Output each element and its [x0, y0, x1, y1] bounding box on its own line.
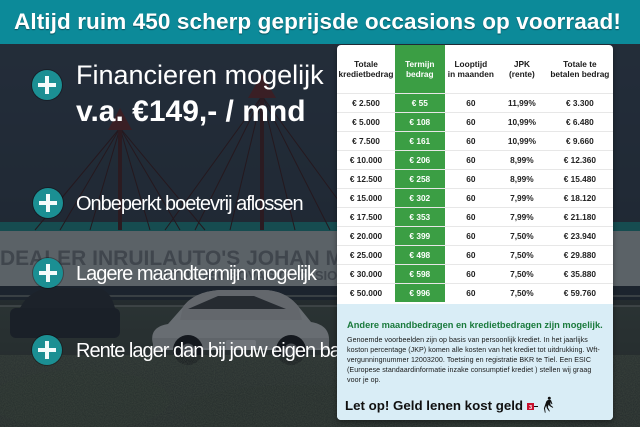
svg-text:3: 3 — [529, 405, 532, 411]
